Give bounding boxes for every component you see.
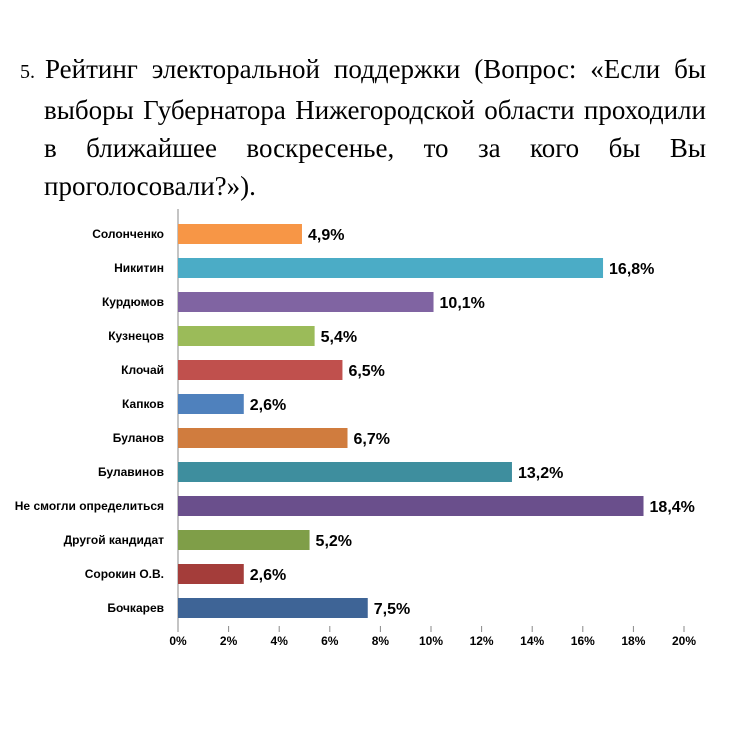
- bar-chart: Солонченко 4,9% Никитин 16,8% Курдюмов 10,1% К…: [15, 209, 696, 648]
- bar: [178, 496, 644, 516]
- category-label: Бочкарев: [107, 601, 164, 615]
- x-tick-label: 10%: [419, 634, 443, 648]
- question-number: 5.: [20, 61, 35, 83]
- data-label: 5,2%: [316, 533, 352, 550]
- category-label: Кузнецов: [108, 329, 164, 343]
- data-label: 13,2%: [518, 465, 563, 482]
- x-tick-label: 16%: [571, 634, 595, 648]
- bar: [178, 394, 244, 414]
- category-label: Сорокин О.В.: [85, 567, 164, 581]
- bar: [178, 360, 343, 380]
- category-label: Клочай: [121, 363, 164, 377]
- data-label: 6,5%: [348, 363, 384, 380]
- bar: [178, 530, 310, 550]
- x-tick-label: 4%: [271, 634, 289, 648]
- category-label: Другой кандидат: [64, 533, 164, 547]
- data-label: 2,6%: [250, 397, 286, 414]
- data-label: 10,1%: [440, 295, 485, 312]
- category-label: Булавинов: [98, 465, 164, 479]
- category-label: Капков: [122, 397, 164, 411]
- bar: [178, 598, 368, 618]
- category-label: Курдюмов: [102, 295, 164, 309]
- bar: [178, 224, 302, 244]
- category-label: Не смогли определиться: [15, 499, 164, 513]
- data-label: 18,4%: [650, 499, 695, 516]
- data-label: 4,9%: [308, 227, 344, 244]
- data-label: 6,7%: [354, 431, 390, 448]
- category-label: Никитин: [114, 261, 164, 275]
- data-label: 5,4%: [321, 329, 357, 346]
- x-tick-label: 6%: [321, 634, 339, 648]
- bar: [178, 292, 434, 312]
- data-label: 2,6%: [250, 567, 286, 584]
- chart-heading: 5. Рейтинг электоральной поддержки (Вопро…: [20, 50, 706, 205]
- bar: [178, 462, 512, 482]
- x-tick-label: 8%: [372, 634, 390, 648]
- x-tick-label: 12%: [470, 634, 494, 648]
- bar: [178, 326, 315, 346]
- bar: [178, 258, 604, 278]
- data-label: 16,8%: [609, 261, 654, 278]
- x-tick-label: 0%: [169, 634, 187, 648]
- x-tick-label: 2%: [220, 634, 238, 648]
- category-label: Солонченко: [92, 227, 164, 241]
- data-label: 7,5%: [374, 601, 410, 618]
- bar: [178, 428, 348, 448]
- question-text: Рейтинг электоральной поддержки (Вопрос:…: [44, 54, 706, 201]
- x-tick-label: 20%: [672, 634, 696, 648]
- category-label: Буланов: [113, 431, 164, 445]
- bar: [178, 564, 244, 584]
- x-tick-label: 18%: [621, 634, 645, 648]
- x-tick-label: 14%: [520, 634, 544, 648]
